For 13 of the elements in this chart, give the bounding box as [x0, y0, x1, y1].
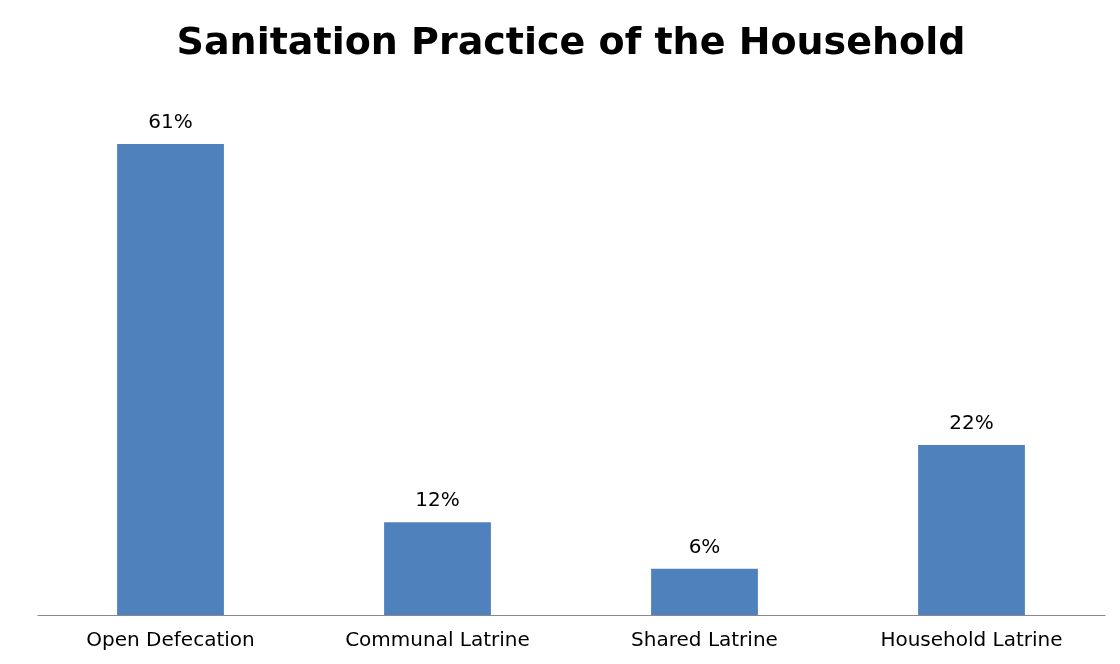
data-label: 6% [688, 533, 721, 558]
bar [918, 445, 1025, 615]
x-tick-label: Open Defecation [86, 626, 255, 651]
data-label: 12% [415, 487, 460, 512]
chart-title: Sanitation Practice of the Household [176, 18, 966, 63]
bar [117, 143, 224, 615]
x-tick-label: Shared Latrine [631, 626, 778, 651]
bar [651, 568, 758, 615]
x-tick-label: Communal Latrine [345, 626, 530, 651]
x-tick-label: Household Latrine [880, 626, 1063, 651]
data-label: 22% [949, 410, 994, 435]
data-label: 61% [148, 108, 193, 133]
bar [384, 522, 491, 615]
